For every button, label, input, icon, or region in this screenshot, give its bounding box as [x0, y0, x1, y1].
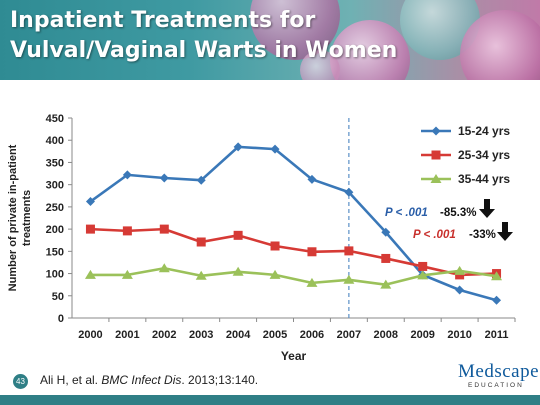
change-label-2: -33% — [469, 229, 496, 241]
x-tick-label: 2009 — [410, 329, 434, 341]
x-tick-label: 2001 — [115, 329, 139, 341]
legend-label: 25-34 yrs — [458, 148, 510, 162]
y-tick-label: 300 — [46, 180, 64, 192]
data-point — [233, 230, 243, 240]
y-tick-label: 250 — [46, 202, 64, 214]
series-line-1 — [89, 145, 497, 302]
x-axis-title: Year — [281, 349, 307, 363]
data-point — [381, 227, 391, 237]
change-label-1: -85.3% — [440, 207, 476, 219]
data-point — [454, 265, 466, 275]
data-point — [122, 170, 132, 180]
x-tick-label: 2010 — [447, 329, 471, 341]
data-point — [344, 246, 354, 256]
y-tick-label: 400 — [46, 135, 64, 147]
data-point — [344, 187, 354, 197]
data-point — [232, 266, 244, 276]
x-tick-label: 2007 — [337, 329, 361, 341]
data-point — [121, 269, 133, 279]
data-point — [85, 224, 95, 234]
data-point — [417, 270, 429, 280]
data-point — [492, 295, 502, 305]
legend-label: 15-24 yrs — [458, 124, 510, 138]
data-point — [380, 279, 392, 289]
legend-marker — [431, 150, 441, 160]
citation-journal: BMC Infect Dis — [101, 373, 182, 387]
line-chart: 0 50 100 150 200 250 300 350 400 450 2000 2001 2002 2… — [7, 113, 516, 363]
data-point — [85, 197, 95, 207]
slide-number: 43 — [13, 374, 28, 389]
title-line-1: Inpatient Treatments for — [10, 8, 316, 33]
y-tick-label: 150 — [46, 246, 64, 258]
y-tick-label: 0 — [58, 313, 64, 325]
data-point — [381, 253, 391, 263]
data-point — [195, 270, 207, 280]
title-line-2: Vulval/Vaginal Warts in Women — [10, 38, 398, 63]
virus-decoration-2 — [330, 20, 410, 80]
x-tick-label: 2002 — [152, 329, 176, 341]
p-value-label-1: P < .001 — [385, 207, 428, 219]
data-point — [307, 174, 317, 184]
virus-decoration-5 — [300, 50, 340, 80]
data-point — [269, 269, 281, 279]
citation-rest: . 2013;13:140. — [181, 373, 259, 387]
data-point — [491, 271, 503, 281]
logo-sub: EDUCATION — [468, 382, 524, 389]
bottom-bar — [0, 395, 540, 405]
data-point — [418, 261, 428, 271]
data-point — [196, 237, 206, 247]
y-tick-label: 200 — [46, 224, 64, 236]
y-axis-title-line-2: treatments — [21, 190, 33, 246]
data-point — [84, 269, 96, 279]
medscape-logo: Medscape EDUCATION — [458, 361, 540, 392]
y-axis-title-line-1: Number of private in-patient — [7, 144, 19, 291]
data-point — [196, 175, 206, 185]
data-point — [306, 277, 318, 287]
legend-label: 35-44 yrs — [458, 172, 510, 186]
x-tick-label: 2008 — [374, 329, 398, 341]
citation: Ali H, et al. BMC Infect Dis. 2013;13:14… — [40, 373, 258, 387]
x-tick-label: 2011 — [485, 329, 509, 341]
y-tick-label: 50 — [52, 291, 64, 303]
data-point — [158, 263, 170, 273]
down-arrow-icon — [497, 222, 513, 241]
data-point — [307, 247, 317, 257]
y-tick-label: 100 — [46, 269, 64, 281]
legend-marker — [430, 174, 442, 183]
x-tick-label: 2005 — [263, 329, 287, 341]
x-tick-label: 2000 — [78, 329, 102, 341]
data-point — [270, 241, 280, 251]
data-point — [343, 274, 355, 284]
citation-authors: Ali H, et al. — [40, 373, 102, 387]
x-tick-label: 2004 — [226, 329, 251, 341]
virus-decoration-4 — [460, 10, 540, 80]
data-point — [159, 173, 169, 183]
data-point — [122, 226, 132, 236]
y-tick-label: 450 — [46, 113, 64, 125]
data-point — [455, 285, 465, 295]
data-point — [233, 142, 243, 152]
logo-brand: Medscape — [458, 361, 540, 382]
data-point — [270, 144, 280, 154]
title-banner: Inpatient Treatments for Vulval/Vaginal … — [0, 0, 540, 80]
series-line-3 — [90, 266, 497, 286]
slide-title: Inpatient Treatments for Vulval/Vaginal … — [10, 6, 397, 66]
x-tick-label: 2006 — [300, 329, 324, 341]
down-arrow-icon — [479, 199, 495, 218]
x-tick-label: 2003 — [189, 329, 213, 341]
y-tick-label: 350 — [46, 157, 64, 169]
legend-marker — [431, 126, 441, 136]
p-value-label-2: P < .001 — [413, 229, 456, 241]
series-line-2 — [90, 227, 497, 277]
data-point — [159, 224, 169, 234]
